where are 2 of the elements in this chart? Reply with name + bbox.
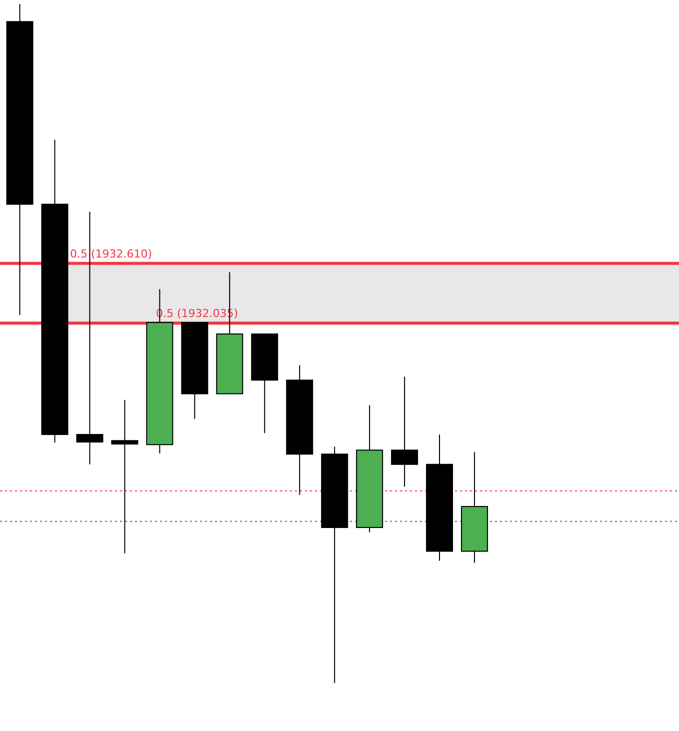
annotation: 0.5 (1932.610) [70, 247, 152, 260]
candlestick [111, 399, 138, 554]
